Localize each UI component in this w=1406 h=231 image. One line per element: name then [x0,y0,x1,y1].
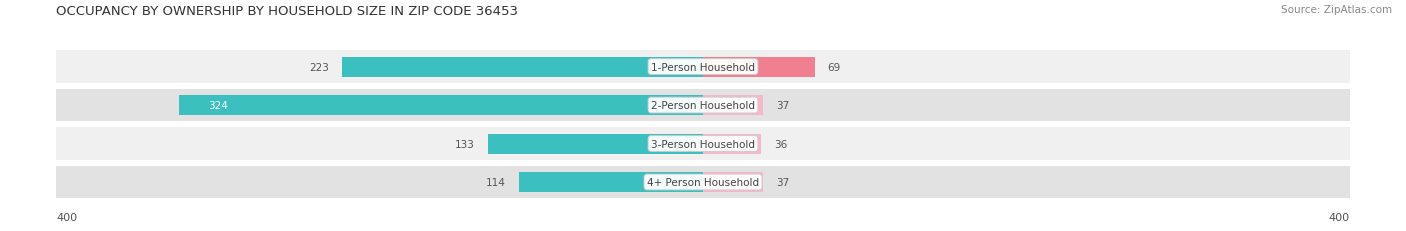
Text: 324: 324 [208,101,228,111]
Text: 133: 133 [456,139,475,149]
Text: 400: 400 [56,213,77,222]
Text: 36: 36 [775,139,787,149]
Text: 223: 223 [309,62,329,72]
Text: 2-Person Household: 2-Person Household [651,101,755,111]
Text: 400: 400 [1329,213,1350,222]
Text: 37: 37 [776,177,789,187]
Text: 37: 37 [776,101,789,111]
Bar [56,128,1350,160]
Text: 1-Person Household: 1-Person Household [651,62,755,72]
Bar [56,89,1350,122]
Bar [56,166,1350,198]
Text: 3-Person Household: 3-Person Household [651,139,755,149]
Bar [703,57,814,77]
Bar [56,51,1350,84]
Bar [703,172,763,192]
Text: 4+ Person Household: 4+ Person Household [647,177,759,187]
Text: 114: 114 [486,177,506,187]
Text: Source: ZipAtlas.com: Source: ZipAtlas.com [1281,5,1392,15]
Bar [703,96,763,116]
Bar [488,134,703,154]
Text: 69: 69 [828,62,841,72]
Bar [703,134,761,154]
Bar [519,172,703,192]
Text: OCCUPANCY BY OWNERSHIP BY HOUSEHOLD SIZE IN ZIP CODE 36453: OCCUPANCY BY OWNERSHIP BY HOUSEHOLD SIZE… [56,5,519,18]
Bar [179,96,703,116]
Bar [343,57,703,77]
